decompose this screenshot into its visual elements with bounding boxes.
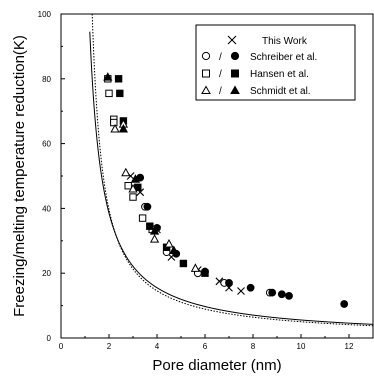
legend-schreiber-label: Schreiber et al. (250, 52, 317, 63)
point-triangle-filled (169, 245, 179, 255)
cross-stroke (126, 172, 135, 180)
point-this-work (237, 287, 245, 295)
legend-schreiber-open-marker (201, 51, 211, 61)
legend-schmidt-separator: / (219, 86, 222, 97)
legend-schreiber-filled-marker (230, 51, 240, 61)
point-triangle-open (190, 263, 201, 272)
point-square-filled (146, 222, 154, 230)
point-circle-filled (225, 279, 233, 287)
x-tick-label: 4 (155, 342, 160, 351)
point-circle-filled (268, 288, 277, 297)
cross-stroke (215, 277, 224, 286)
cross-stroke (136, 188, 145, 197)
point-circle-filled (246, 283, 255, 292)
point-triangle-open (164, 238, 174, 248)
legend-schreiber-separator: / (219, 52, 222, 63)
point-square-open (124, 182, 132, 190)
point-circle-filled (143, 202, 152, 211)
legend-hansen-label: Hansen et al. (250, 69, 309, 80)
y-tick-label: 20 (42, 269, 51, 278)
x-tick-label: 0 (59, 342, 64, 351)
point-square-open (138, 214, 147, 222)
point-triangle-open (149, 234, 160, 243)
legend-hansen-separator: / (219, 69, 222, 80)
fit-curve-solid (89, 31, 374, 325)
x-tick-label: 8 (251, 342, 256, 351)
y-tick-label: 60 (42, 140, 51, 149)
x-tick-label: 12 (345, 342, 354, 351)
y-tick-label: 80 (42, 75, 51, 84)
legend-schmidt-label: Schmidt et al. (250, 86, 311, 97)
y-axis-title: Freezing/melting temperature reduction(K… (11, 35, 28, 317)
point-circle-filled (285, 291, 293, 300)
point-square-open (110, 118, 118, 127)
legend-schmidt-filled-marker (230, 85, 240, 94)
x-tick-label: 10 (297, 342, 306, 351)
point-square-filled (114, 75, 123, 83)
y-tick-label: 40 (42, 204, 51, 213)
point-circle-filled (340, 300, 349, 308)
x-axis-title: Pore diameter (nm) (152, 357, 281, 374)
y-tick-label: 100 (38, 10, 52, 19)
x-tick-label: 2 (107, 342, 112, 351)
data-points (103, 72, 349, 308)
fit-curve-dotted (91, 13, 374, 327)
legend: This Work / Schreiber et al. / Hansen et… (195, 24, 356, 101)
legend-hansen-open-marker (202, 69, 210, 78)
cross-stroke (237, 287, 245, 295)
point-triangle-filled (130, 174, 141, 183)
point-triangle-filled (103, 72, 113, 81)
point-circle-filled (277, 290, 286, 299)
legend-this-work-label: This Work (262, 36, 308, 47)
point-square-filled (201, 269, 209, 277)
point-square-open (105, 89, 113, 98)
legend-this-work-marker (227, 35, 237, 45)
y-tick-label: 0 (47, 334, 52, 343)
point-square-open (129, 193, 137, 201)
point-triangle-open (110, 123, 120, 133)
axis-ticks: 0 2 4 6 8 10 12 0 20 40 60 80 100 (38, 10, 354, 351)
x-tick-label: 6 (203, 342, 208, 351)
point-triangle-open (121, 167, 131, 177)
point-triangle-filled (118, 123, 129, 133)
legend-hansen-filled-marker (231, 69, 239, 78)
fit-curves (89, 13, 374, 327)
point-square-filled (179, 259, 188, 268)
point-square-filled (116, 89, 124, 98)
legend-box (195, 24, 356, 101)
legend-schmidt-open-marker (201, 85, 211, 94)
point-triangle-open (128, 183, 138, 193)
point-triangle-filled (149, 226, 160, 235)
